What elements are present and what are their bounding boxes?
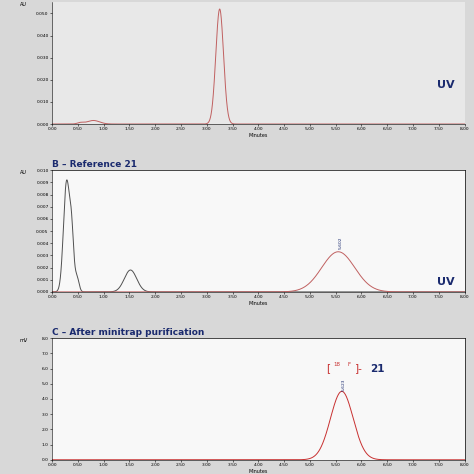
Text: [: [ bbox=[327, 364, 330, 374]
Text: UV: UV bbox=[437, 80, 454, 90]
X-axis label: Minutes: Minutes bbox=[249, 301, 268, 306]
X-axis label: Minutes: Minutes bbox=[249, 133, 268, 138]
Text: 18: 18 bbox=[333, 362, 340, 367]
Text: ]-: ]- bbox=[355, 364, 363, 374]
Y-axis label: AU: AU bbox=[20, 2, 27, 8]
Y-axis label: mV: mV bbox=[19, 338, 27, 343]
Text: UV: UV bbox=[437, 277, 454, 287]
X-axis label: Minutes: Minutes bbox=[249, 469, 268, 474]
Text: 21: 21 bbox=[370, 364, 385, 374]
Y-axis label: AU: AU bbox=[20, 170, 27, 175]
Text: B – Reference 21: B – Reference 21 bbox=[52, 161, 137, 170]
Text: 5.623: 5.623 bbox=[342, 378, 346, 391]
Text: C – After minitrap purification: C – After minitrap purification bbox=[52, 328, 204, 337]
Text: 5.602: 5.602 bbox=[338, 236, 342, 249]
Text: F: F bbox=[347, 362, 351, 367]
